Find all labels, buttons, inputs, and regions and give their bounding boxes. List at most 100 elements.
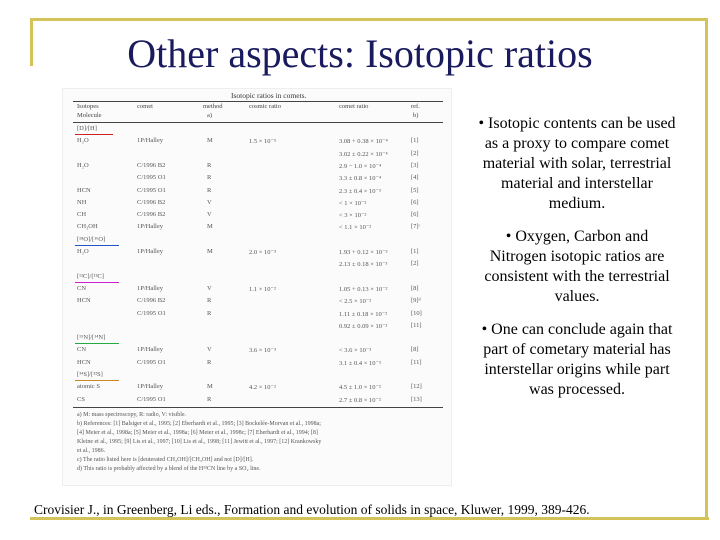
isotope-group-underline xyxy=(75,380,119,381)
table-cell: 3.1 ± 0.4 × 10⁻³ xyxy=(339,359,381,367)
frame-bottom-line xyxy=(30,517,709,520)
table-cell: HCN xyxy=(77,186,91,194)
table-cell: [11] xyxy=(411,321,422,329)
table-cell: 2.7 ± 0.8 × 10⁻² xyxy=(339,396,381,404)
table-row: HCN C/1996 B2 R < 2.5 × 10⁻² [9]ᵈ xyxy=(77,297,447,307)
citation: Crovisier J., in Greenberg, Li eds., For… xyxy=(34,502,590,517)
table-footnote: [4] Meier et al., 1998a; [5] Meier et al… xyxy=(77,430,318,436)
table-cell: R xyxy=(207,309,212,317)
table-cell: 3.08 + 0.38 × 10⁻⁴ xyxy=(339,138,388,146)
table-cell: [13] xyxy=(411,395,422,403)
table-cell: [9]ᵈ xyxy=(411,297,421,305)
table-cell: C/1996 B2 xyxy=(137,198,166,206)
table-row: [¹²C]/[¹³C] xyxy=(77,273,447,283)
table-cell: 3.6 × 10⁻³ xyxy=(249,347,276,355)
table-cell: C/1995 O1 xyxy=(137,309,166,317)
table-cell: 0.92 ± 0.09 × 10⁻² xyxy=(339,322,388,330)
isotopic-ratios-table: Isotopic ratios in comets. Isotopes come… xyxy=(62,88,452,486)
table-cell: 1.05 + 0.13 × 10⁻² xyxy=(339,285,388,293)
table-cell: R xyxy=(207,358,212,366)
table-cell: 2.13 ± 0.18 × 10⁻³ xyxy=(339,261,388,269)
table-row: [¹⁸O]/[¹⁶O] xyxy=(77,236,447,246)
subheader-method-note: a) xyxy=(207,112,213,119)
table-row: CS C/1995 O1 R 2.7 ± 0.8 × 10⁻² [13] xyxy=(77,396,447,406)
table-cell: H₂O xyxy=(77,161,89,169)
table-header-rule xyxy=(73,122,443,123)
table-cell: C/1996 B2 xyxy=(137,161,166,169)
header-isotopes: Isotopes xyxy=(77,103,99,110)
table-caption: Isotopic ratios in comets. xyxy=(231,91,307,100)
table-cell: atomic S xyxy=(77,383,100,391)
table-cell: [¹²C]/[¹³C] xyxy=(77,272,104,280)
table-cell: [8] xyxy=(411,346,419,354)
table-cell: 4.5 ± 1.0 × 10⁻² xyxy=(339,384,381,392)
table-cell: CH xyxy=(77,211,87,219)
table-cell: M xyxy=(207,137,213,145)
table-cell: < 3 × 10⁻² xyxy=(339,212,367,220)
table-row: HCN C/1995 O1 R 2.3 ± 0.4 × 10⁻³ [5] xyxy=(77,187,447,197)
table-row: [D]/[H] xyxy=(77,125,447,135)
table-cell: 1.93 + 0.12 × 10⁻³ xyxy=(339,249,388,256)
table-bottom-rule xyxy=(73,407,443,408)
table-cell: 3.3 ± 0.8 × 10⁻⁴ xyxy=(339,175,382,183)
table-cell: 1.1 × 10⁻² xyxy=(249,285,276,293)
header-comet: comet xyxy=(137,103,153,110)
table-cell: [¹⁸O]/[¹⁶O] xyxy=(77,235,106,243)
table-cell: M xyxy=(207,248,213,255)
table-row: HCN C/1995 O1 R 3.1 ± 0.4 × 10⁻³ [11] xyxy=(77,359,447,369)
isotope-group-underline xyxy=(75,134,113,135)
table-cell: HCN xyxy=(77,297,91,305)
table-cell: M xyxy=(207,383,213,391)
table-cell: [12] xyxy=(411,383,422,391)
table-cell: C/1995 O1 xyxy=(137,174,166,182)
table-top-rule xyxy=(73,101,443,102)
table-cell: [³⁴S]/[³²S] xyxy=(77,371,103,378)
table-cell: 1.5 × 10⁻⁵ xyxy=(249,138,277,146)
table-cell: 2.9 − 1.0 × 10⁻⁴ xyxy=(339,162,382,170)
table-cell: V xyxy=(207,284,212,292)
header-ref: ref. xyxy=(411,103,420,110)
table-row: CH₃OH 1P/Halley M < 1.1 × 10⁻² [7]ᶜ xyxy=(77,223,447,233)
header-comet-ratio: comet ratio xyxy=(339,103,369,110)
table-cell: [1] xyxy=(411,248,419,255)
table-cell: [7]ᶜ xyxy=(411,223,421,231)
table-cell: [6] xyxy=(411,211,419,219)
table-row: H₂O 1P/Halley M 1.5 × 10⁻⁵ 3.08 + 0.38 × 10⁻… xyxy=(77,137,447,147)
table-cell: R xyxy=(207,186,212,194)
table-cell: CN xyxy=(77,284,87,292)
table-footnote: Kleine et al., 1995; [9] Lis et al., 199… xyxy=(77,439,322,445)
table-cell: [¹⁵N]/[¹⁴N] xyxy=(77,334,106,342)
table-cell: CS xyxy=(77,395,85,403)
table-cell: [10] xyxy=(411,309,422,317)
bullet-terrestrial-values: • Oxygen, Carbon and Nitrogen isotopic r… xyxy=(484,228,670,305)
table-cell: R xyxy=(207,297,212,305)
table-row: H₂O 1P/Halley M 2.0 × 10⁻³ 1.93 + 0.12 × 10⁻… xyxy=(77,248,447,258)
table-footnote: b) References: [1] Balsiger et al., 1995… xyxy=(77,421,321,427)
table-cell: R xyxy=(207,161,212,169)
table-cell: 1P/Halley xyxy=(137,223,163,231)
table-cell: < 1 × 10⁻² xyxy=(339,199,367,207)
table-footnote: a) M: mass spectroscopy, R: radio, V: vi… xyxy=(77,412,187,418)
header-method: method xyxy=(203,103,223,110)
table-cell: 3.02 ± 0.22 × 10⁻⁴ xyxy=(339,150,388,158)
table-cell: C/1996 B2 xyxy=(137,297,166,305)
table-cell: R xyxy=(207,395,212,403)
table-row: CN 1P/Halley V 1.1 × 10⁻² 1.05 + 0.13 × 10⁻²… xyxy=(77,285,447,295)
table-cell: 4.2 × 10⁻² xyxy=(249,384,276,392)
table-footnote: c) The ratio listed here is [deuterated … xyxy=(77,457,254,463)
table-cell: CN xyxy=(77,346,87,354)
table-cell: [4] xyxy=(411,174,419,182)
table-cell: V xyxy=(207,211,212,219)
table-cell: < 2.5 × 10⁻² xyxy=(339,298,372,306)
table-cell: 1P/Halley xyxy=(137,248,163,255)
table-row: CN 1P/Halley V 3.6 × 10⁻³ < 3.6 × 10⁻³ [8] xyxy=(77,346,447,356)
table-cell: [D]/[H] xyxy=(77,125,97,132)
table-footnote: et al., 1986. xyxy=(77,448,106,454)
isotope-group-underline xyxy=(75,343,119,345)
subheader-ref-note: b) xyxy=(413,112,419,119)
table-row: 3.02 ± 0.22 × 10⁻⁴ [2] xyxy=(77,150,447,160)
bullet-list: • Isotopic contents can be used as a pro… xyxy=(476,114,678,413)
frame-top-line xyxy=(30,18,706,21)
table-row: C/1995 O1 R 3.3 ± 0.8 × 10⁻⁴ [4] xyxy=(77,174,447,184)
table-cell: C/1996 B2 xyxy=(137,211,166,219)
